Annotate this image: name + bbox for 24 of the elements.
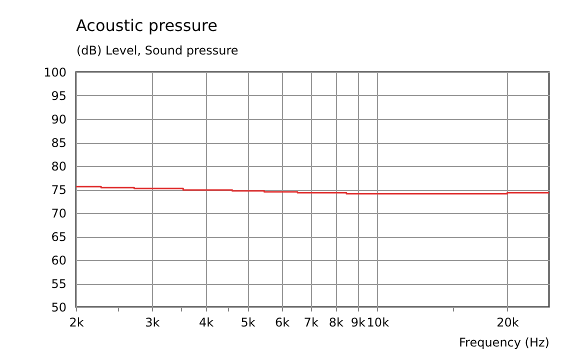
chart-title: Acoustic pressure [76,16,218,35]
y-tick-label: 80 [51,160,66,174]
x-tick-label: 7k [304,316,318,330]
y-tick-label: 65 [51,230,66,244]
x-tick-label: 4k [199,316,214,330]
x-axis-title: Frequency (Hz) [459,336,550,350]
x-tick-label: 8k [328,316,344,330]
y-tick-label: 85 [51,136,66,150]
x-tick-label: 2k [69,316,84,330]
x-tick-label: 10k [366,316,390,330]
y-axis-title: (dB) Level, Sound pressure [76,44,238,58]
y-tick-label: 100 [44,66,66,80]
y-tick-label: 90 [51,112,66,126]
x-tick-label: 3k [145,316,160,330]
y-tick-label: 60 [51,254,66,268]
y-tick-label: 55 [51,277,66,291]
y-tick-label: 70 [51,206,66,220]
y-tick-label: 95 [51,89,66,103]
y-tick-label: 50 [51,300,66,314]
x-tick-label: 6k [274,316,290,330]
x-tick-label: 5k [240,316,256,330]
y-tick-label: 75 [51,183,66,197]
x-tick-label: 20k [496,316,519,330]
x-tick-label: 9k [350,316,366,330]
